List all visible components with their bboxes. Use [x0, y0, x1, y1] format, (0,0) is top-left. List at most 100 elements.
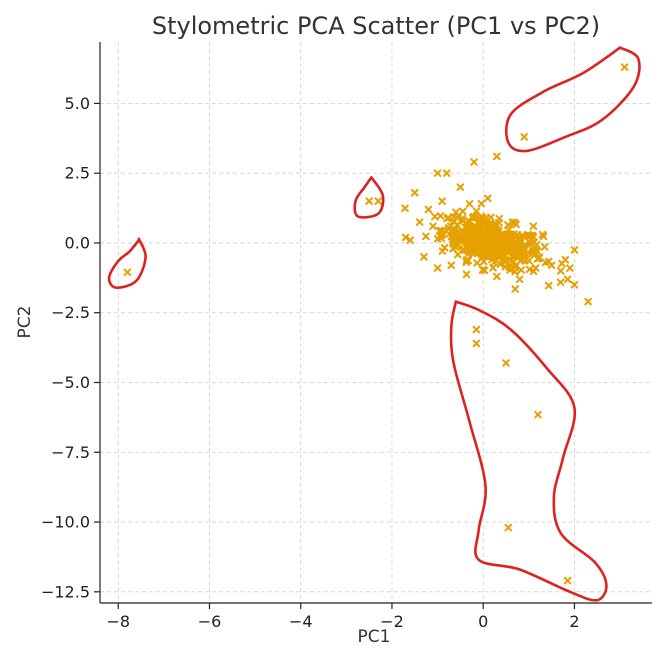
cluster-point	[401, 204, 409, 213]
cluster-point	[454, 214, 462, 222]
cluster-point	[429, 222, 437, 231]
cluster-point	[401, 233, 410, 242]
cluster-point	[456, 183, 465, 191]
x-tick-label: −2	[380, 612, 404, 631]
cluster-point	[451, 243, 460, 251]
cluster-point	[452, 208, 460, 217]
outlier-point	[563, 576, 572, 585]
cluster-point	[420, 253, 428, 261]
y-tick-label: −2.5	[51, 303, 90, 322]
cluster-point	[501, 263, 510, 271]
cluster-point	[529, 267, 538, 275]
cluster-point	[444, 214, 453, 222]
cluster-point	[493, 272, 501, 281]
chart-title: Stylometric PCA Scatter (PC1 vs PC2)	[152, 12, 600, 40]
cluster-point	[473, 259, 481, 267]
cluster-point	[511, 263, 520, 272]
cluster-point	[503, 234, 512, 243]
cluster-point	[570, 281, 579, 289]
cluster-point	[464, 249, 473, 258]
cluster-point	[483, 194, 492, 203]
x-tick-label: −4	[289, 612, 313, 631]
outlier-point	[520, 133, 529, 141]
cluster-point	[511, 285, 519, 293]
cluster-point	[524, 230, 532, 239]
cluster-point	[410, 188, 419, 197]
outlier-loop-top-right	[505, 46, 641, 153]
y-tick-label: 5.0	[65, 94, 90, 113]
cluster-point	[492, 256, 500, 265]
grid	[100, 42, 652, 603]
outlier-point	[534, 410, 542, 419]
y-tick-label: −10.0	[41, 513, 90, 532]
cluster-point	[570, 246, 579, 254]
cluster-point	[495, 219, 503, 227]
outlier-point	[620, 63, 629, 71]
cluster-point	[477, 199, 486, 208]
cluster-point	[431, 212, 439, 221]
cluster-point	[477, 248, 486, 257]
data-points	[123, 63, 629, 585]
y-tick-label: −7.5	[51, 443, 90, 462]
y-tick-label: −5.0	[51, 373, 90, 392]
y-tick-label: −12.5	[41, 582, 90, 601]
axes	[99, 42, 652, 604]
outlier-loop-bottom	[449, 300, 608, 602]
cluster-point	[510, 248, 519, 257]
cluster-point	[584, 297, 592, 306]
cluster-point	[433, 264, 442, 272]
cluster-point	[490, 248, 498, 256]
y-axis-label: PC2	[15, 306, 35, 339]
cluster-point	[436, 212, 445, 220]
y-tick-label: 0.0	[65, 233, 90, 252]
cluster-point	[476, 234, 484, 242]
cluster-point	[477, 212, 486, 221]
outlier-loop-mid	[353, 176, 385, 219]
cluster-point	[424, 205, 433, 214]
cluster-point	[433, 169, 442, 177]
outlier-point	[504, 523, 513, 532]
cluster-point	[464, 256, 472, 265]
cluster-point	[488, 225, 497, 234]
cluster-point	[547, 261, 556, 270]
cluster-point	[438, 247, 447, 255]
cluster-point	[489, 237, 498, 246]
cluster-point	[556, 267, 565, 275]
cluster-point	[422, 232, 430, 241]
cluster-point	[517, 232, 526, 240]
cluster-point	[515, 275, 524, 284]
outlier-point	[123, 268, 132, 277]
cluster-point	[447, 261, 456, 270]
cluster-point	[442, 169, 451, 177]
cluster-point	[406, 236, 415, 244]
cluster-point	[561, 255, 570, 264]
cluster-point	[468, 227, 477, 235]
cluster-point	[504, 221, 512, 229]
cluster-point	[544, 281, 553, 290]
cluster-point	[438, 197, 446, 205]
cluster-point	[454, 250, 462, 259]
outlier-point	[472, 325, 481, 334]
cluster-point	[470, 158, 478, 166]
cluster-point	[458, 237, 467, 246]
cluster-point	[494, 227, 502, 236]
x-tick-label: −6	[198, 612, 222, 631]
cluster-point	[506, 230, 514, 239]
outlier-point	[472, 339, 481, 348]
x-tick-label: 0	[478, 612, 488, 631]
annotations	[107, 46, 641, 602]
cluster-point	[489, 263, 497, 272]
cluster-point	[534, 254, 543, 263]
cluster-point	[512, 220, 520, 229]
cluster-point	[469, 214, 477, 222]
tick-labels: −8 −6 −4 −2 0 2 −12.5 −10.0 −7.5 −5.0 −2.5 0.0 2.5 5.…	[41, 94, 580, 631]
outlier-point	[365, 197, 373, 205]
cluster-point	[566, 264, 574, 272]
cluster-point	[459, 207, 467, 216]
x-tick-label: 2	[569, 612, 579, 631]
cluster-point	[444, 224, 453, 232]
cluster-point	[493, 152, 501, 161]
cluster-point	[527, 239, 536, 248]
cluster-point	[563, 275, 572, 284]
